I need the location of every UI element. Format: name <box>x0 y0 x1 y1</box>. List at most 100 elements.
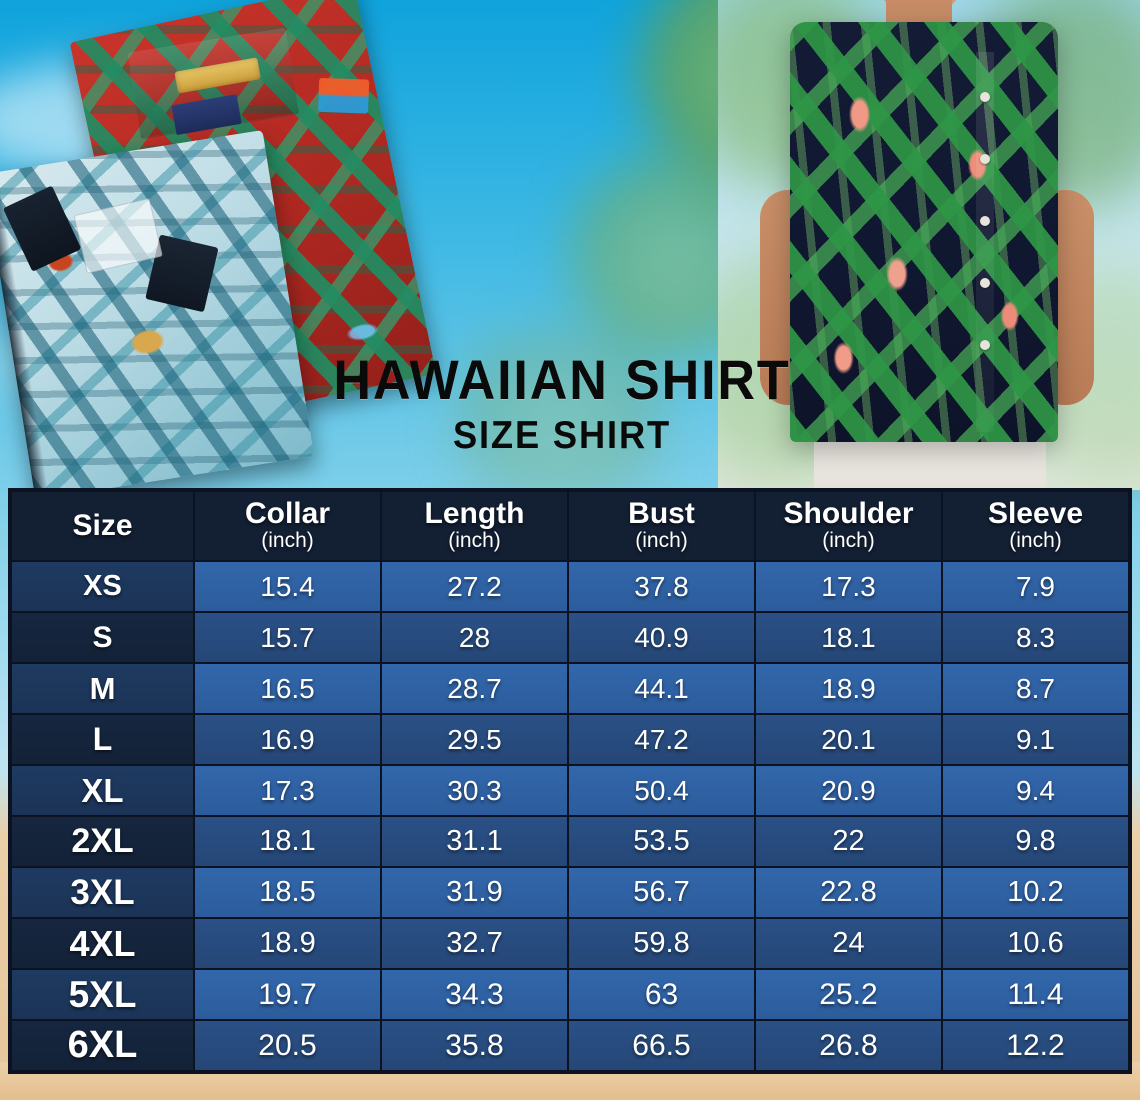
measurement-cell-bust: 66.5 <box>567 1019 756 1073</box>
poster-title: HAWAIIAN SHIRT <box>333 348 791 411</box>
measurement-cell-sleeve: 9.4 <box>941 764 1130 818</box>
measurement-cell-collar: 15.7 <box>193 611 382 665</box>
column-header-sleeve: Sleeve (inch) <box>941 489 1130 563</box>
table-row: 2XL 18.1 31.1 53.5 22 9.8 <box>10 815 1130 869</box>
measurement-cell-collar: 17.3 <box>193 764 382 818</box>
palm-foliage-blur <box>430 330 690 500</box>
measurement-cell-sleeve: 10.2 <box>941 866 1130 920</box>
size-label-cell: 4XL <box>10 917 195 971</box>
header-unit: (inch) <box>635 529 688 553</box>
measurement-cell-sleeve: 9.8 <box>941 815 1130 869</box>
measurement-cell-shoulder: 24 <box>754 917 943 971</box>
measurement-cell-sleeve: 8.3 <box>941 611 1130 665</box>
column-header-shoulder: Shoulder (inch) <box>754 489 943 563</box>
measurement-cell-length: 30.3 <box>380 764 569 818</box>
table-row: XL 17.3 30.3 50.4 20.9 9.4 <box>10 764 1130 818</box>
shirt-button <box>980 92 990 102</box>
size-label-cell: 6XL <box>10 1019 195 1073</box>
measurement-cell-bust: 63 <box>567 968 756 1022</box>
table-row: 4XL 18.9 32.7 59.8 24 10.6 <box>10 917 1130 971</box>
measurement-cell-collar: 18.1 <box>193 815 382 869</box>
measurement-cell-collar: 15.4 <box>193 560 382 614</box>
measurement-cell-length: 32.7 <box>380 917 569 971</box>
measurement-cell-bust: 44.1 <box>567 662 756 716</box>
shirt-button <box>980 216 990 226</box>
blue-shirt-collar-left <box>2 185 82 272</box>
header-unit: (inch) <box>261 529 314 553</box>
measurement-cell-sleeve: 7.9 <box>941 560 1130 614</box>
measurement-cell-bust: 47.2 <box>567 713 756 767</box>
shirt-button <box>980 278 990 288</box>
size-label-cell: 3XL <box>10 866 195 920</box>
column-header-length: Length (inch) <box>380 489 569 563</box>
measurement-cell-bust: 59.8 <box>567 917 756 971</box>
measurement-cell-shoulder: 20.9 <box>754 764 943 818</box>
measurement-cell-bust: 53.5 <box>567 815 756 869</box>
red-shirt-sleeve-logo <box>318 77 370 114</box>
size-label-cell: S <box>10 611 195 665</box>
table-row: 6XL 20.5 35.8 66.5 26.8 12.2 <box>10 1019 1130 1073</box>
table-row: 5XL 19.7 34.3 63 25.2 11.4 <box>10 968 1130 1022</box>
column-header-bust: Bust (inch) <box>567 489 756 563</box>
measurement-cell-sleeve: 10.6 <box>941 917 1130 971</box>
measurement-cell-collar: 18.5 <box>193 866 382 920</box>
shirt-placket <box>976 52 994 432</box>
table-row: L 16.9 29.5 47.2 20.1 9.1 <box>10 713 1130 767</box>
measurement-cell-sleeve: 11.4 <box>941 968 1130 1022</box>
size-label-cell: 5XL <box>10 968 195 1022</box>
shirt-button <box>980 154 990 164</box>
poster-title-block: HAWAIIAN SHIRT SIZE SHIRT <box>312 348 812 457</box>
model-flamingo-shirt <box>790 22 1058 442</box>
size-label-cell: M <box>10 662 195 716</box>
measurement-cell-shoulder: 25.2 <box>754 968 943 1022</box>
measurement-cell-sleeve: 8.7 <box>941 662 1130 716</box>
measurement-cell-collar: 16.5 <box>193 662 382 716</box>
table-row: M 16.5 28.7 44.1 18.9 8.7 <box>10 662 1130 716</box>
header-unit: (inch) <box>1009 529 1062 553</box>
column-header-collar: Collar (inch) <box>193 489 382 563</box>
measurement-cell-length: 35.8 <box>380 1019 569 1073</box>
blue-shirt-pocket <box>73 197 163 274</box>
table-row: 3XL 18.5 31.9 56.7 22.8 10.2 <box>10 866 1130 920</box>
shirt-button <box>980 340 990 350</box>
measurement-cell-length: 31.9 <box>380 866 569 920</box>
measurement-cell-shoulder: 18.9 <box>754 662 943 716</box>
table-header: Size Collar (inch) Length (inch) Bust (i… <box>10 489 1130 563</box>
blue-hawaiian-shirt <box>0 129 315 501</box>
poster-subtitle: SIZE SHIRT <box>452 414 672 457</box>
measurement-cell-length: 31.1 <box>380 815 569 869</box>
header-unit: (inch) <box>448 529 501 553</box>
header-label: Collar <box>244 497 331 530</box>
header-row: Size Collar (inch) Length (inch) Bust (i… <box>10 489 1130 563</box>
header-label: Length <box>424 497 525 530</box>
measurement-cell-bust: 37.8 <box>567 560 756 614</box>
size-chart-table-wrapper: Size Collar (inch) Length (inch) Bust (i… <box>10 489 1130 1073</box>
column-header-size: Size <box>10 489 195 563</box>
size-label-cell: XS <box>10 560 195 614</box>
measurement-cell-shoulder: 26.8 <box>754 1019 943 1073</box>
table-row: S 15.7 28 40.9 18.1 8.3 <box>10 611 1130 665</box>
header-label: Sleeve <box>987 497 1084 530</box>
measurement-cell-length: 27.2 <box>380 560 569 614</box>
measurement-cell-shoulder: 20.1 <box>754 713 943 767</box>
measurement-cell-bust: 40.9 <box>567 611 756 665</box>
header-label: Bust <box>628 497 695 530</box>
measurement-cell-shoulder: 22.8 <box>754 866 943 920</box>
measurement-cell-sleeve: 9.1 <box>941 713 1130 767</box>
table-body: XS 15.4 27.2 37.8 17.3 7.9 S 15.7 28 40.9 18.1 8.3 M… <box>10 560 1130 1073</box>
header-label: Size <box>72 508 133 542</box>
size-label-cell: 2XL <box>10 815 195 869</box>
header-label: Shoulder <box>783 497 914 530</box>
header-unit: (inch) <box>822 529 875 553</box>
measurement-cell-sleeve: 12.2 <box>941 1019 1130 1073</box>
measurement-cell-shoulder: 22 <box>754 815 943 869</box>
measurement-cell-length: 29.5 <box>380 713 569 767</box>
table-row: XS 15.4 27.2 37.8 17.3 7.9 <box>10 560 1130 614</box>
size-label-cell: XL <box>10 764 195 818</box>
measurement-cell-collar: 18.9 <box>193 917 382 971</box>
measurement-cell-length: 34.3 <box>380 968 569 1022</box>
measurement-cell-length: 28.7 <box>380 662 569 716</box>
measurement-cell-bust: 56.7 <box>567 866 756 920</box>
measurement-cell-collar: 19.7 <box>193 968 382 1022</box>
